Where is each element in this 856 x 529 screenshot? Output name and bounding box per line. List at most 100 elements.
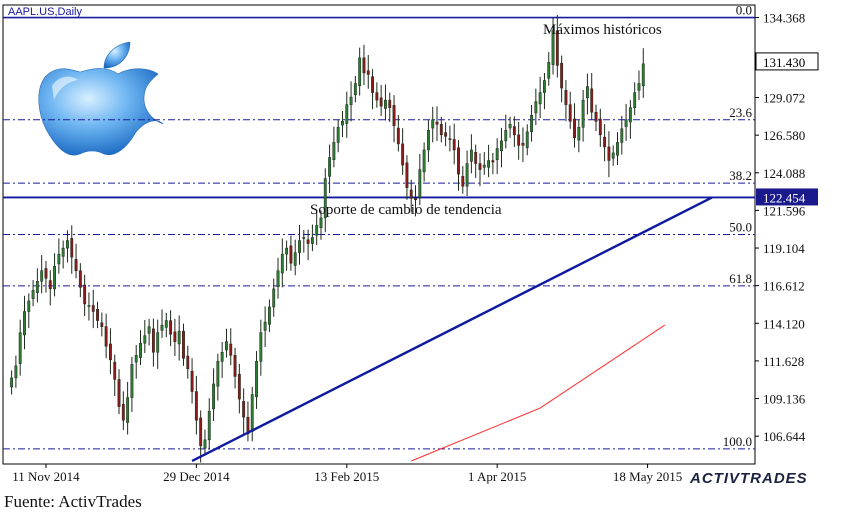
candle: [581, 89, 585, 142]
candle: [551, 17, 555, 75]
candle-body: [113, 361, 117, 380]
candle-body: [573, 118, 576, 139]
candle-body: [568, 104, 572, 122]
candle-body: [564, 90, 568, 105]
trendline: [191, 196, 713, 463]
candle-body: [530, 114, 533, 133]
candle-body: [130, 364, 134, 398]
candle: [585, 73, 589, 115]
candle-body: [422, 149, 426, 173]
candle-body: [259, 332, 263, 362]
candle: [607, 131, 611, 178]
candle: [121, 391, 125, 431]
price-tick-label: 119.104: [763, 241, 805, 256]
candle-body: [349, 96, 353, 105]
candle-body: [255, 361, 258, 398]
candle: [272, 278, 276, 317]
candle-body: [203, 439, 207, 449]
candle: [156, 319, 160, 369]
candle-body: [147, 326, 151, 334]
current-price-label: 131.430: [763, 55, 805, 70]
candle-body: [289, 245, 293, 264]
date-tick-label: 1 Apr 2015: [468, 469, 527, 484]
candle: [328, 144, 332, 193]
fib-label: 0.0: [736, 3, 752, 18]
candle: [108, 328, 112, 375]
candle: [250, 386, 254, 442]
candle: [435, 106, 439, 141]
candle-body: [233, 355, 237, 377]
candle-body: [66, 240, 69, 249]
price-axis: 106.644 109.136 111.628 114.120 116.612 119.1…: [755, 11, 819, 444]
candle: [349, 81, 353, 122]
candle: [392, 95, 396, 143]
candle: [568, 91, 572, 129]
date-tick-label: 13 Feb 2015: [314, 469, 379, 484]
candle-body: [302, 237, 306, 239]
annotation-highs: Máximos históricos: [543, 22, 662, 38]
candle-body: [160, 324, 164, 331]
candle-body: [392, 105, 396, 127]
candle: [422, 142, 426, 182]
candle-body: [590, 88, 594, 113]
candle-body: [319, 217, 323, 228]
candle-body: [91, 305, 95, 312]
candle: [169, 310, 173, 347]
candle-body: [280, 253, 284, 274]
candle-body: [641, 63, 645, 87]
candle: [624, 104, 628, 141]
candle-body: [306, 239, 310, 244]
candle: [31, 280, 35, 307]
candle-body: [212, 383, 215, 410]
candle: [91, 289, 95, 329]
candle: [70, 225, 74, 274]
candle-body: [143, 335, 147, 344]
candle: [126, 381, 130, 435]
candle-body: [431, 119, 435, 129]
candle: [87, 292, 91, 321]
candle: [173, 318, 177, 357]
candle-body: [242, 401, 246, 418]
candle-body: [611, 152, 615, 159]
date-tick-label: 11 Nov 2014: [12, 469, 80, 484]
candle-body: [371, 76, 374, 93]
candle: [194, 375, 198, 435]
support-price-label: 122.454: [763, 190, 806, 205]
date-axis: 11 Nov 2014 29 Dec 2014 13 Feb 2015 1 Apr 2…: [12, 464, 682, 484]
candle: [315, 209, 319, 246]
candle-body: [121, 404, 125, 421]
candle-body: [551, 30, 555, 65]
candle-body: [409, 189, 413, 199]
candle: [517, 121, 521, 160]
candle-body: [487, 160, 491, 168]
candle: [452, 123, 456, 165]
candle-body: [83, 284, 87, 305]
candle: [104, 313, 108, 359]
candle-body: [40, 270, 44, 282]
candle-body: [332, 142, 336, 161]
candle-body: [126, 397, 130, 423]
candle: [375, 82, 379, 108]
candle: [237, 363, 241, 414]
candle-body: [182, 330, 185, 359]
price-tick-label: 109.136: [763, 392, 806, 407]
candle-body: [139, 342, 142, 358]
candle-body: [474, 151, 478, 164]
candle: [409, 179, 413, 213]
candle-body: [225, 341, 228, 351]
candle-body: [272, 288, 276, 308]
candle: [310, 224, 314, 252]
candle: [341, 110, 344, 138]
candle: [298, 224, 301, 265]
candle-body: [27, 300, 31, 312]
candle-body: [482, 164, 486, 168]
candle-body: [156, 332, 160, 353]
candle: [491, 152, 495, 175]
candle: [396, 115, 400, 152]
candle-body: [543, 80, 546, 93]
candle: [207, 398, 211, 450]
candle-body: [439, 124, 443, 136]
candle-body: [341, 121, 344, 126]
candle: [603, 124, 607, 162]
